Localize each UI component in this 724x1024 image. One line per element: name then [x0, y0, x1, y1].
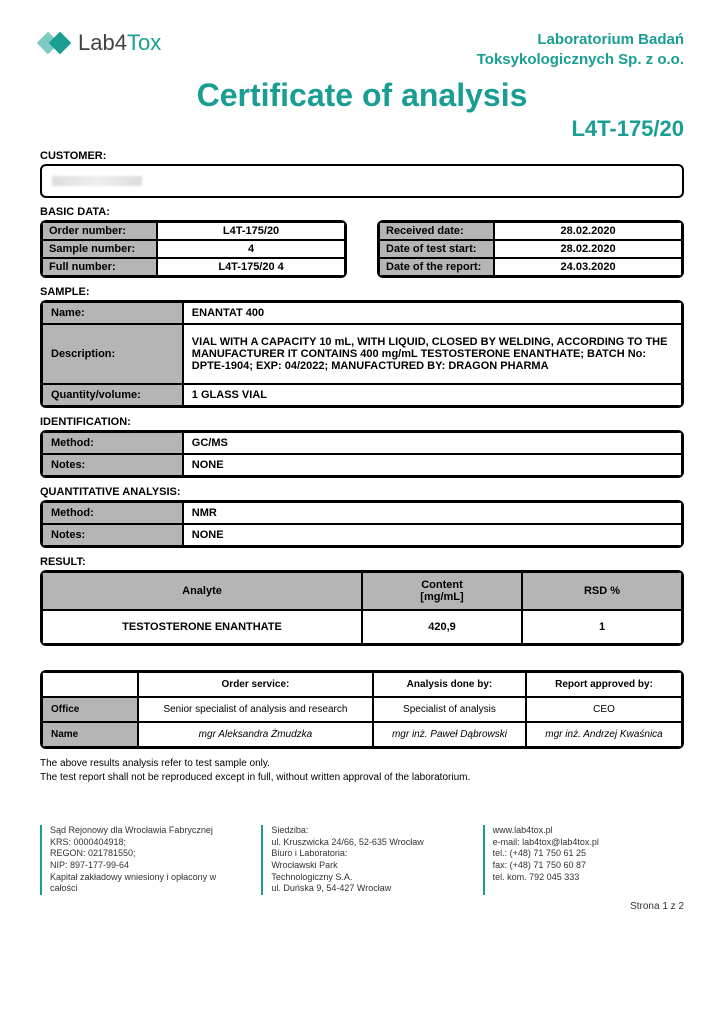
basic-data-row: Order number:L4T-175/20 Sample number:4 …: [40, 220, 684, 278]
test-start-value: 28.02.2020: [494, 240, 682, 258]
ident-method-value: GC/MS: [183, 432, 682, 454]
sign-office3: CEO: [526, 697, 682, 722]
result-header-analyte: Analyte: [42, 572, 362, 610]
disclaimer: The above results analysis refer to test…: [40, 757, 684, 785]
logo-text-a: Lab4: [78, 30, 127, 55]
sample-table: Name:ENANTAT 400 Description:VIAL WITH A…: [40, 300, 684, 408]
sample-desc-label: Description:: [42, 324, 183, 384]
sample-number-label: Sample number:: [42, 240, 157, 258]
quant-method-value: NMR: [183, 502, 682, 524]
sign-name1: mgr Aleksandra Żmudzka: [138, 722, 373, 747]
result-label: RESULT:: [40, 556, 684, 568]
footer-col3: www.lab4tox.pl e-mail: lab4tox@lab4tox.p…: [483, 825, 684, 895]
logo-text: Lab4Tox: [78, 30, 161, 56]
result-header-content: Content [mg/mL]: [362, 572, 522, 610]
ident-notes-value: NONE: [183, 454, 682, 476]
disclaimer-line2: The test report shall not be reproduced …: [40, 771, 684, 785]
header: Lab4Tox Laboratorium Badań Toksykologicz…: [40, 30, 684, 69]
footer-col2: Siedziba: ul. Kruszwicka 24/66, 52-635 W…: [261, 825, 462, 895]
page-title: Certificate of analysis: [40, 77, 684, 114]
signature-table: Order service: Analysis done by: Report …: [40, 670, 684, 749]
sign-office-label: Office: [42, 697, 138, 722]
sample-qty-value: 1 GLASS VIAL: [183, 384, 682, 406]
sign-header-approved: Report approved by:: [526, 672, 682, 697]
customer-redacted: [52, 176, 142, 186]
order-number-label: Order number:: [42, 222, 157, 240]
footer: Sąd Rejonowy dla Wrocławia Fabrycznej KR…: [40, 825, 684, 895]
full-number-value: L4T-175/20 4: [157, 258, 345, 276]
logo-icon: [40, 35, 64, 51]
quant-notes-value: NONE: [183, 524, 682, 546]
sign-office2: Specialist of analysis: [373, 697, 526, 722]
report-date-label: Date of the report:: [379, 258, 494, 276]
ident-method-label: Method:: [42, 432, 183, 454]
test-start-label: Date of test start:: [379, 240, 494, 258]
sign-header-order: Order service:: [138, 672, 373, 697]
quant-notes-label: Notes:: [42, 524, 183, 546]
result-analyte: TESTOSTERONE ENANTHATE: [42, 610, 362, 644]
sample-qty-label: Quantity/volume:: [42, 384, 183, 406]
sample-number-value: 4: [157, 240, 345, 258]
ident-notes-label: Notes:: [42, 454, 183, 476]
sample-name-label: Name:: [42, 302, 183, 324]
customer-label: CUSTOMER:: [40, 150, 684, 162]
report-date-value: 24.03.2020: [494, 258, 682, 276]
result-header-rsd: RSD %: [522, 572, 682, 610]
received-date-value: 28.02.2020: [494, 222, 682, 240]
sign-name3: mgr inż. Andrzej Kwaśnica: [526, 722, 682, 747]
sample-label: SAMPLE:: [40, 286, 684, 298]
identification-label: IDENTIFICATION:: [40, 416, 684, 428]
quant-method-label: Method:: [42, 502, 183, 524]
order-number-value: L4T-175/20: [157, 222, 345, 240]
company-line1: Laboratorium Badań: [477, 30, 684, 50]
page-number: Strona 1 z 2: [40, 901, 684, 912]
company-name: Laboratorium Badań Toksykologicznych Sp.…: [477, 30, 684, 69]
full-number-label: Full number:: [42, 258, 157, 276]
sign-header-analysis: Analysis done by:: [373, 672, 526, 697]
identification-table: Method:GC/MS Notes:NONE: [40, 430, 684, 478]
sign-name2: mgr inż. Paweł Dąbrowski: [373, 722, 526, 747]
quantitative-label: QUANTITATIVE ANALYSIS:: [40, 486, 684, 498]
sample-name-value: ENANTAT 400: [183, 302, 682, 324]
company-line2: Toksykologicznych Sp. z o.o.: [477, 50, 684, 70]
result-table: Analyte Content [mg/mL] RSD % TESTOSTERO…: [40, 570, 684, 646]
logo-text-b: Tox: [127, 30, 161, 55]
basic-right-table: Received date:28.02.2020 Date of test st…: [377, 220, 684, 278]
customer-box: [40, 164, 684, 198]
basic-data-label: BASIC DATA:: [40, 206, 684, 218]
result-rsd: 1: [522, 610, 682, 644]
quantitative-table: Method:NMR Notes:NONE: [40, 500, 684, 548]
certificate-number: L4T-175/20: [40, 116, 684, 142]
logo: Lab4Tox: [40, 30, 161, 56]
footer-col1: Sąd Rejonowy dla Wrocławia Fabrycznej KR…: [40, 825, 241, 895]
sign-office1: Senior specialist of analysis and resear…: [138, 697, 373, 722]
sample-desc-value: VIAL WITH A CAPACITY 10 mL, WITH LIQUID,…: [183, 324, 682, 384]
sign-name-label: Name: [42, 722, 138, 747]
disclaimer-line1: The above results analysis refer to test…: [40, 757, 684, 771]
basic-left-table: Order number:L4T-175/20 Sample number:4 …: [40, 220, 347, 278]
received-date-label: Received date:: [379, 222, 494, 240]
sign-blank: [42, 672, 138, 697]
result-content: 420,9: [362, 610, 522, 644]
